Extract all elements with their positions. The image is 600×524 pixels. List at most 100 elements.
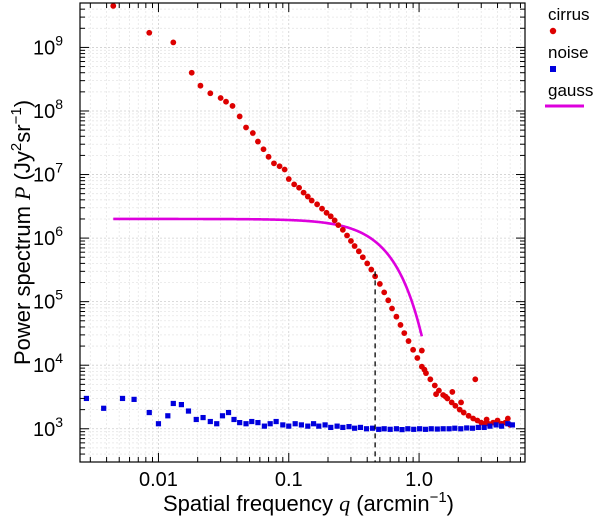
noise-point: [487, 423, 493, 429]
cirrus-point: [372, 273, 379, 280]
noise-point: [310, 421, 317, 427]
cirrus-point: [460, 409, 467, 416]
cirrus-point: [229, 103, 236, 109]
noise-point: [405, 426, 411, 432]
cirrus-point: [355, 248, 362, 255]
noise-point: [165, 413, 171, 419]
noise-point: [101, 405, 107, 411]
noise-point: [155, 421, 162, 427]
noise-point: [411, 426, 417, 432]
cirrus-point: [442, 393, 449, 400]
plot-frame: [79, 2, 526, 463]
cirrus-point: [348, 238, 354, 244]
cirrus-point: [197, 82, 204, 89]
noise-point: [493, 422, 499, 428]
cirrus-point: [389, 305, 395, 312]
noise-point: [446, 426, 452, 432]
noise-point: [237, 420, 243, 426]
noise-point: [273, 418, 279, 425]
cirrus-point: [260, 146, 267, 153]
cirrus-point: [314, 201, 321, 208]
cirrus-point: [433, 391, 439, 398]
cirrus-point: [243, 124, 249, 131]
y-tick-label: 103: [33, 414, 63, 441]
cirrus-point: [421, 366, 428, 373]
noise-point: [170, 400, 176, 407]
cirrus-point: [170, 39, 177, 46]
noise-point: [417, 426, 423, 432]
cirrus-point: [339, 226, 346, 233]
x-tick-label: 0.01: [139, 469, 178, 491]
y-tick-label: 104: [33, 350, 63, 377]
noise-point: [131, 396, 137, 402]
noise-point: [249, 418, 255, 425]
cirrus-point: [405, 338, 412, 344]
x-tick-label: 1.0: [405, 469, 433, 491]
noise-point: [452, 425, 458, 431]
y-tick-label: 107: [33, 160, 63, 187]
cirrus-point: [281, 166, 288, 173]
cirrus-point: [327, 213, 334, 220]
noise-point: [370, 425, 376, 431]
cirrus-point: [418, 347, 425, 354]
noise-point: [499, 423, 505, 429]
noise-series: [83, 395, 515, 433]
cirrus-point: [504, 415, 511, 422]
cirrus-point: [188, 69, 195, 76]
x-tick-labels: 0.01 0.1 1.0: [139, 469, 433, 491]
cirrus-point: [414, 355, 421, 361]
legend-label-noise: noise: [548, 43, 589, 62]
y-tick-label: 108: [33, 96, 63, 123]
noise-point: [200, 414, 206, 421]
noise-point: [219, 413, 226, 419]
cirrus-point: [236, 113, 243, 120]
noise-point: [505, 421, 511, 427]
cirrus-point: [448, 399, 455, 406]
noise-point: [214, 421, 220, 427]
cirrus-point: [431, 382, 438, 389]
cirrus-point: [401, 330, 408, 337]
cirrus-point: [458, 399, 464, 406]
noise-point: [305, 423, 311, 429]
cirrus-point: [376, 281, 383, 287]
cirrus-point: [304, 193, 311, 200]
noise-point: [393, 426, 400, 432]
noise-point: [357, 424, 364, 431]
cirrus-point: [319, 205, 325, 212]
gauss-series: [113, 217, 424, 337]
gauss-curve: [113, 217, 424, 337]
noise-point: [458, 426, 464, 432]
noise-point: [387, 426, 393, 432]
noise-point: [422, 426, 429, 432]
noise-point: [185, 408, 192, 414]
cirrus-point: [276, 163, 283, 170]
noise-point: [469, 425, 476, 431]
noise-point: [207, 418, 213, 425]
cirrus-point: [385, 297, 392, 304]
cirrus-point: [300, 189, 307, 196]
noise-point: [267, 421, 273, 427]
cirrus-point: [483, 416, 490, 423]
legend-label-cirrus: cirrus: [548, 5, 590, 24]
cirrus-point: [381, 289, 388, 296]
noise-point: [464, 425, 470, 431]
cirrus-point: [393, 313, 400, 320]
x-axis-title: Spatial frequency q (arcmin−1): [163, 489, 454, 516]
noise-point: [83, 395, 90, 402]
cirrus-point: [217, 95, 224, 101]
cirrus-point: [359, 254, 366, 261]
cirrus-point: [410, 346, 417, 353]
cirrus-point: [364, 260, 371, 267]
cirrus-point: [456, 406, 463, 413]
noise-point: [231, 416, 237, 423]
noise-point: [351, 425, 358, 431]
cirrus-point: [427, 376, 434, 383]
x-tick-label: 0.1: [275, 469, 303, 491]
legend: cirrus noise gauss: [545, 5, 593, 108]
noise-point: [298, 422, 304, 428]
y-tick-label: 109: [33, 32, 63, 59]
cirrus-point: [223, 98, 229, 105]
noise-point: [428, 426, 434, 432]
cirrus-point: [110, 3, 117, 9]
cirrus-point: [255, 138, 261, 145]
